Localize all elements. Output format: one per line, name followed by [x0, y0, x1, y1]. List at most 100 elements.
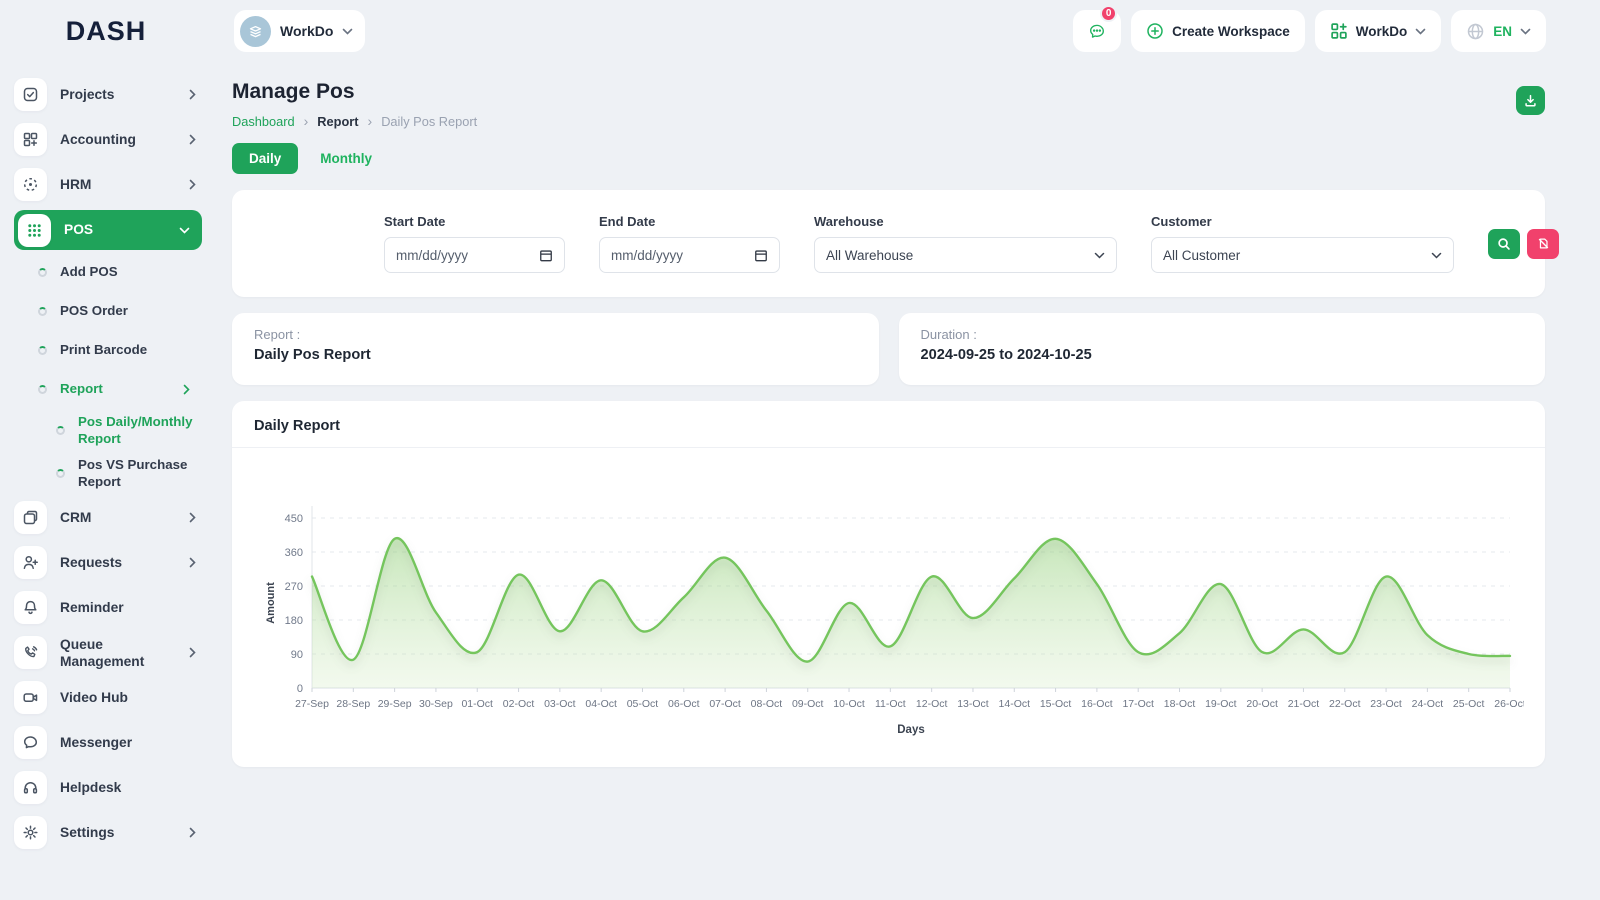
- chat-badge: 0: [1100, 5, 1117, 22]
- chevron-right-icon: [183, 384, 190, 395]
- sidebar-item-requests[interactable]: Requests: [14, 540, 202, 585]
- search-icon: [1497, 237, 1511, 251]
- sidebar-item-settings[interactable]: Settings: [14, 810, 202, 855]
- tab-daily[interactable]: Daily: [232, 143, 298, 174]
- daily-report-area-chart: 09018027036045027-Sep28-Sep29-Sep30-Sep0…: [252, 460, 1524, 760]
- projects-icon: [14, 78, 47, 111]
- chevron-right-icon: [189, 647, 196, 658]
- start-date-group: Start Date mm/dd/yyyy: [384, 214, 565, 273]
- svg-text:17-Oct: 17-Oct: [1122, 698, 1154, 710]
- chart-title: Daily Report: [254, 418, 1523, 434]
- video-camera-icon: [14, 681, 47, 714]
- sidebar-item-video-hub[interactable]: Video Hub: [14, 675, 202, 720]
- download-icon: [1523, 93, 1538, 108]
- building-icon: [247, 23, 264, 40]
- sidebar-item-reminder[interactable]: Reminder: [14, 585, 202, 630]
- chat-icon: [1088, 21, 1106, 42]
- svg-text:90: 90: [291, 649, 303, 661]
- header-actions: 0 Create Workspace WorkDo EN: [1073, 10, 1546, 52]
- gear-icon: [14, 816, 47, 849]
- grid-plus-icon: [1330, 22, 1348, 40]
- workspace-name: WorkDo: [280, 23, 333, 39]
- sidebar: Projects Accounting HRM POS Add POS POS …: [0, 62, 212, 900]
- sidebar-item-report[interactable]: Report: [14, 370, 202, 409]
- warehouse-select[interactable]: All Warehouse: [814, 237, 1117, 273]
- duration-summary-card: Duration : 2024-09-25 to 2024-10-25: [899, 313, 1546, 385]
- sidebar-item-accounting[interactable]: Accounting: [14, 117, 202, 162]
- sidebar-item-queue-management[interactable]: Queue Management: [14, 630, 202, 675]
- svg-text:06-Oct: 06-Oct: [668, 698, 700, 710]
- page-header: Manage Pos Dashboard › Report › Daily Po…: [232, 80, 1545, 129]
- warehouse-group: Warehouse All Warehouse: [814, 214, 1117, 273]
- sidebar-item-print-barcode[interactable]: Print Barcode: [14, 331, 202, 370]
- summary-row: Report : Daily Pos Report Duration : 202…: [232, 313, 1545, 385]
- sidebar-item-messenger[interactable]: Messenger: [14, 720, 202, 765]
- hrm-icon: [14, 168, 47, 201]
- sidebar-item-pos-daily-monthly-report[interactable]: Pos Daily/Monthly Report: [14, 409, 202, 452]
- warehouse-label: Warehouse: [814, 214, 1117, 229]
- bullet-icon: [38, 385, 47, 394]
- bullet-icon: [38, 346, 47, 355]
- sidebar-item-projects[interactable]: Projects: [14, 72, 202, 117]
- duration-label: Duration :: [921, 327, 1524, 342]
- sidebar-item-add-pos[interactable]: Add POS: [14, 253, 202, 292]
- tab-monthly[interactable]: Monthly: [320, 151, 372, 166]
- svg-text:27-Sep: 27-Sep: [295, 698, 329, 710]
- create-workspace-button[interactable]: Create Workspace: [1131, 10, 1305, 52]
- svg-text:10-Oct: 10-Oct: [833, 698, 865, 710]
- sidebar-item-pos[interactable]: POS: [14, 210, 202, 250]
- pos-icon: [18, 214, 51, 247]
- start-date-input[interactable]: mm/dd/yyyy: [384, 237, 565, 273]
- sidebar-item-crm[interactable]: CRM: [14, 495, 202, 540]
- svg-text:14-Oct: 14-Oct: [999, 698, 1031, 710]
- chevron-down-icon: [179, 227, 190, 234]
- bullet-icon: [56, 469, 65, 478]
- workspace-switcher[interactable]: WorkDo: [234, 10, 365, 52]
- sidebar-item-pos-order[interactable]: POS Order: [14, 292, 202, 331]
- svg-text:05-Oct: 05-Oct: [627, 698, 659, 710]
- clear-filter-icon: [1537, 237, 1550, 250]
- workspace-avatar: [240, 16, 271, 47]
- svg-text:12-Oct: 12-Oct: [916, 698, 948, 710]
- end-date-input[interactable]: mm/dd/yyyy: [599, 237, 780, 273]
- svg-text:20-Oct: 20-Oct: [1246, 698, 1278, 710]
- message-icon: [14, 726, 47, 759]
- chevron-right-icon: [189, 827, 196, 838]
- bullet-icon: [38, 307, 47, 316]
- chart-header: Daily Report: [232, 401, 1545, 448]
- page-title: Manage Pos: [232, 80, 1545, 104]
- svg-text:26-Oct: 26-Oct: [1494, 698, 1524, 710]
- logo-text: DASH: [66, 16, 147, 47]
- top-header: DASH WorkDo 0 Create Workspace WorkDo EN: [0, 0, 1600, 62]
- plus-circle-icon: [1146, 22, 1164, 40]
- end-date-group: End Date mm/dd/yyyy: [599, 214, 780, 273]
- chevron-right-icon: [189, 179, 196, 190]
- svg-text:28-Sep: 28-Sep: [336, 698, 370, 710]
- headset-icon: [14, 771, 47, 804]
- breadcrumb-report[interactable]: Report: [317, 114, 358, 129]
- chevron-down-icon: [1431, 252, 1442, 259]
- sidebar-item-helpdesk[interactable]: Helpdesk: [14, 765, 202, 810]
- language-code: EN: [1493, 24, 1512, 39]
- language-selector[interactable]: EN: [1451, 10, 1546, 52]
- customer-label: Customer: [1151, 214, 1454, 229]
- messages-button[interactable]: 0: [1073, 10, 1121, 52]
- sidebar-item-hrm[interactable]: HRM: [14, 162, 202, 207]
- app-logo[interactable]: DASH: [0, 16, 212, 47]
- svg-text:22-Oct: 22-Oct: [1329, 698, 1361, 710]
- globe-icon: [1466, 22, 1485, 41]
- svg-text:02-Oct: 02-Oct: [503, 698, 535, 710]
- calendar-icon: [539, 248, 553, 262]
- search-button[interactable]: [1488, 229, 1520, 259]
- download-report-button[interactable]: [1516, 86, 1545, 115]
- chevron-down-icon: [1520, 28, 1531, 35]
- workspace-menu-button[interactable]: WorkDo: [1315, 10, 1442, 52]
- customer-select[interactable]: All Customer: [1151, 237, 1454, 273]
- breadcrumb-dashboard[interactable]: Dashboard: [232, 114, 295, 129]
- chevron-right-icon: [189, 512, 196, 523]
- reset-filter-button[interactable]: [1527, 229, 1559, 259]
- breadcrumb-separator: ›: [304, 113, 309, 129]
- sidebar-item-pos-vs-purchase-report[interactable]: Pos VS Purchase Report: [14, 452, 202, 495]
- svg-text:19-Oct: 19-Oct: [1205, 698, 1237, 710]
- chart-body: 09018027036045027-Sep28-Sep29-Sep30-Sep0…: [232, 448, 1545, 765]
